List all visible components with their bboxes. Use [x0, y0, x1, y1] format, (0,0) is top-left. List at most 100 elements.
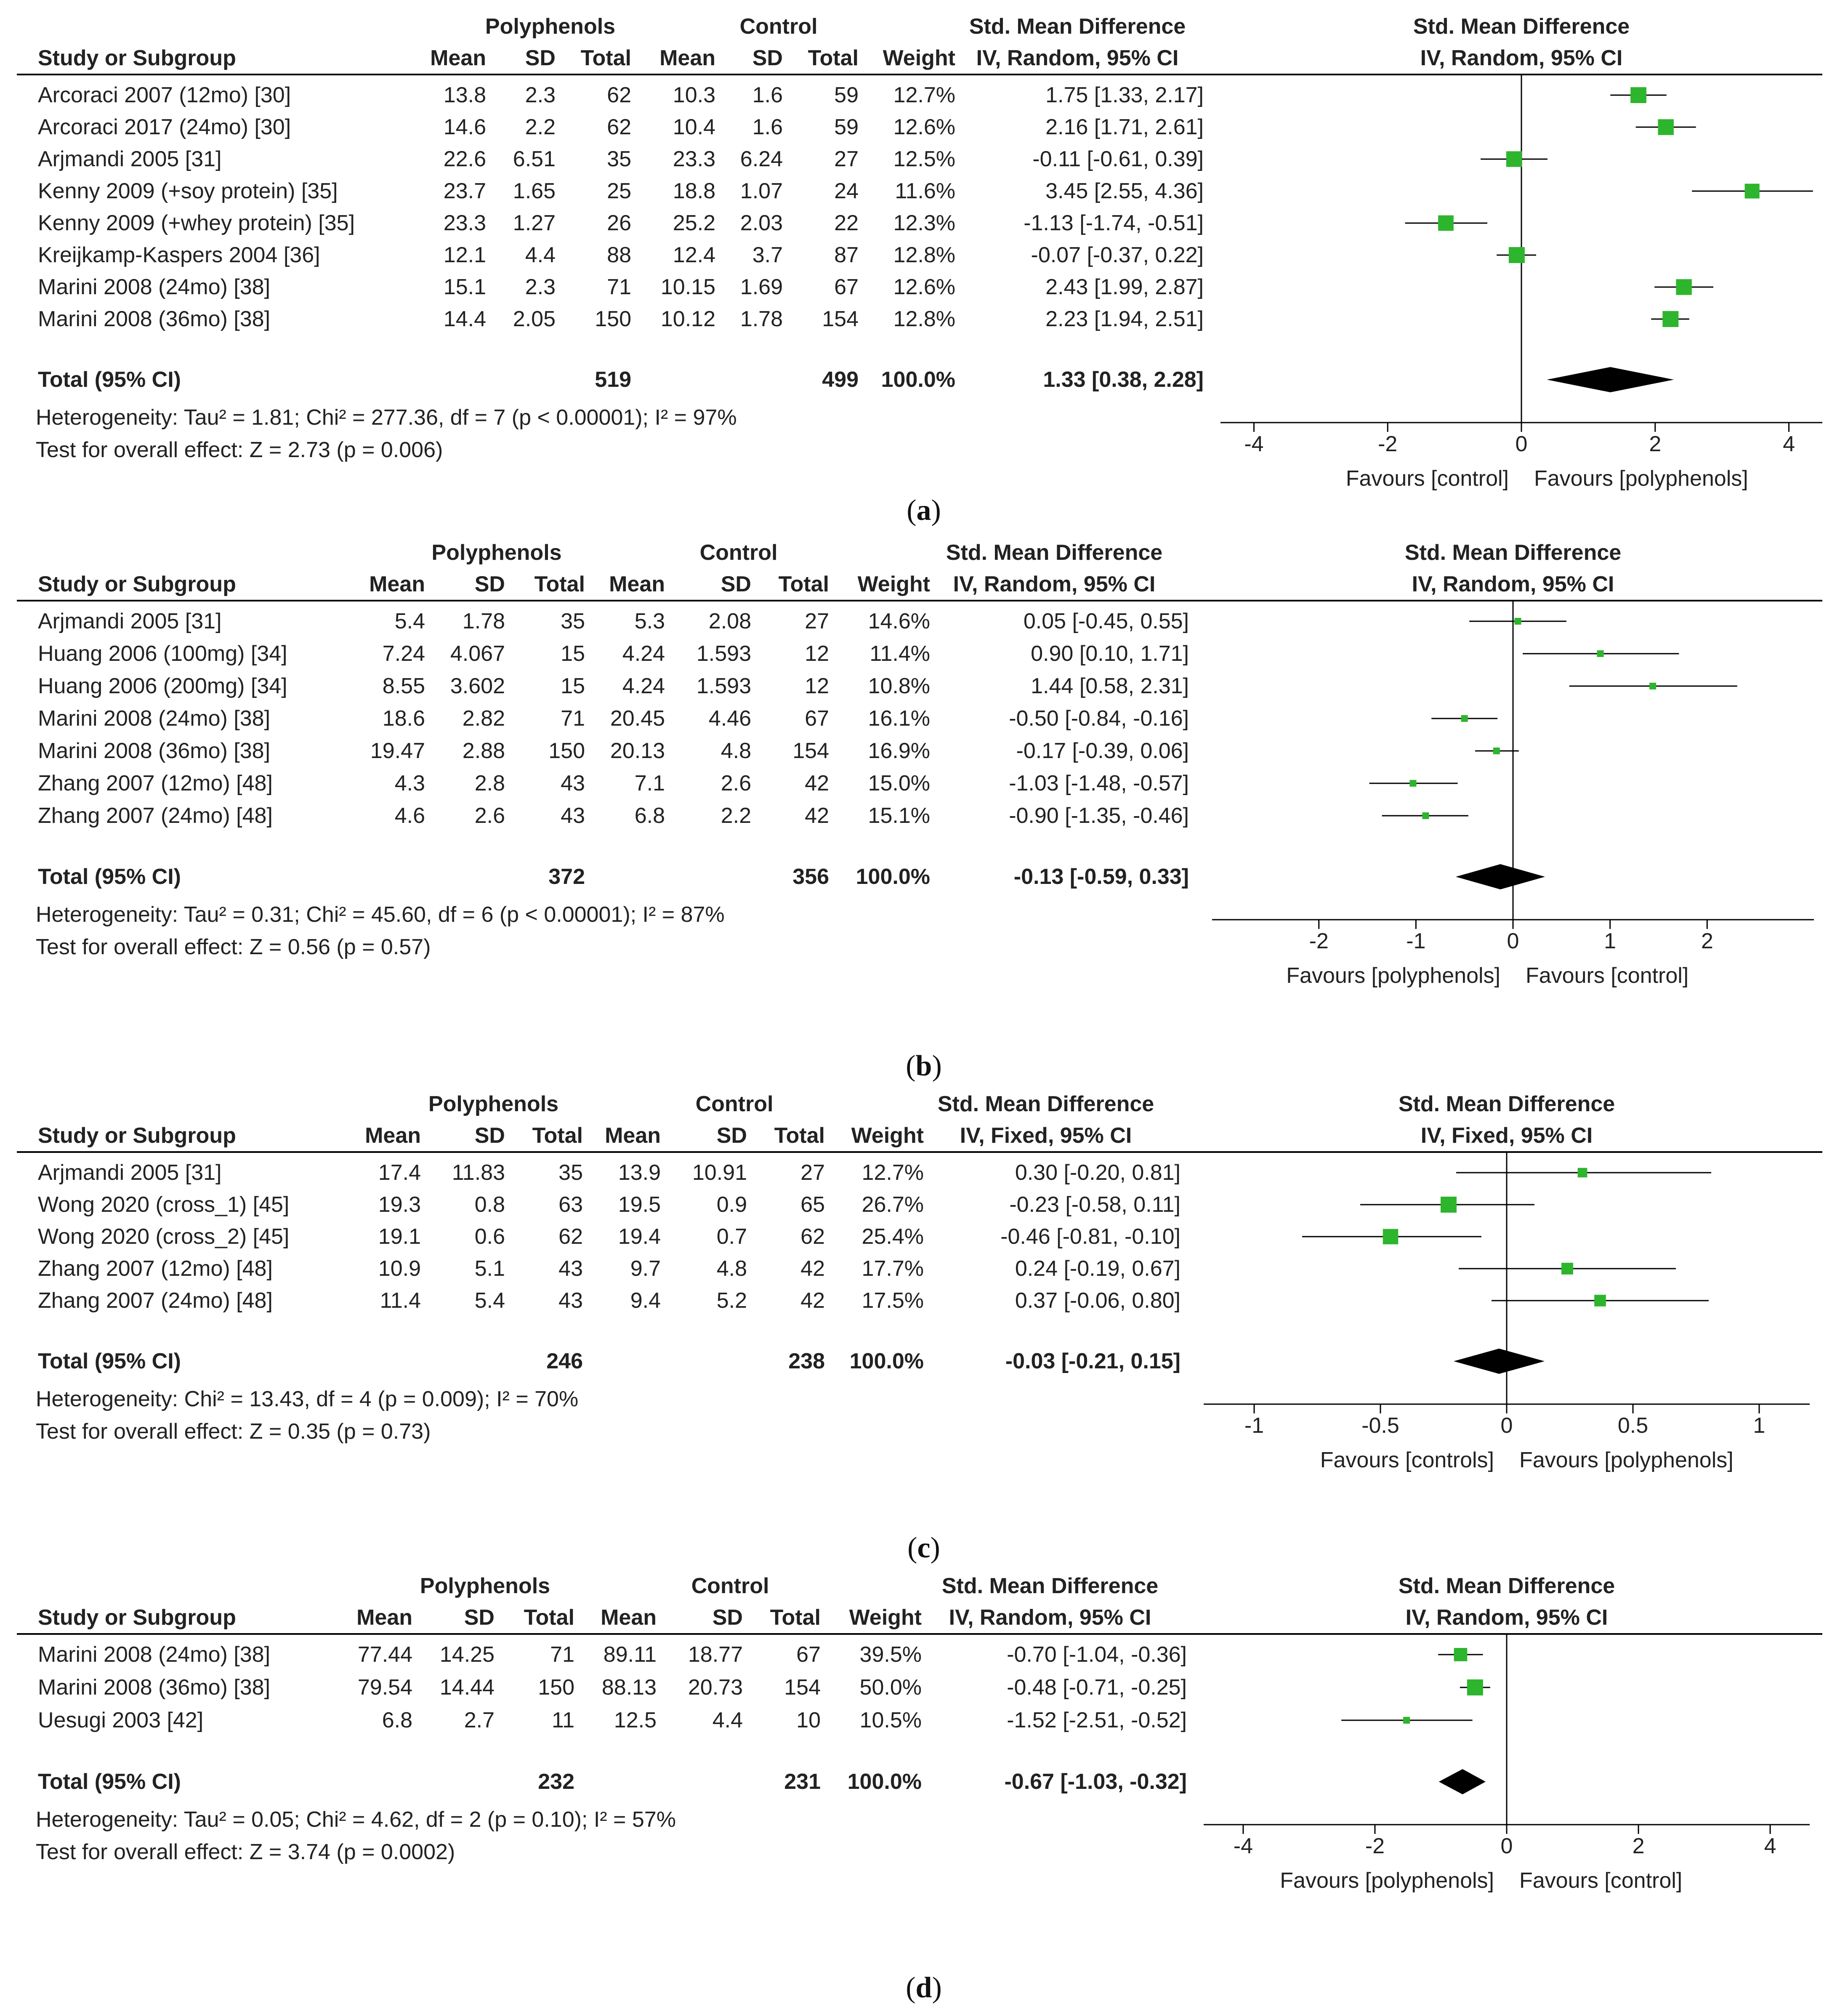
e-mean: 11.4: [380, 1288, 421, 1313]
group-label-control: Control: [696, 1092, 774, 1116]
c-sd: 4.8: [721, 739, 751, 763]
study-name: Kreijkamp-Kaspers 2004 [36]: [38, 243, 320, 267]
c-mean: 7.1: [635, 771, 665, 796]
study-weight: 14.6%: [868, 609, 930, 633]
column-header-e-sd: SD: [475, 1123, 505, 1148]
e-sd: 6.51: [513, 147, 556, 171]
c-mean: 88.13: [602, 1675, 657, 1700]
total-label: Total (95% CI): [38, 367, 181, 392]
study-weight: 25.4%: [862, 1224, 924, 1249]
study-ci-text: -0.07 [-0.37, 0.22]: [1031, 243, 1204, 267]
e-total: 43: [561, 771, 585, 796]
total-c-total: 356: [792, 865, 829, 889]
e-total: 150: [548, 739, 585, 763]
study-row: Zhang 2007 (12mo) [48] 4.3 2.8 43 7.1 2.6 42 15…: [38, 771, 1458, 796]
study-weight: 15.1%: [868, 804, 930, 828]
c-total: 42: [805, 771, 829, 796]
e-sd: 1.78: [463, 609, 505, 633]
study-name: Kenny 2009 (+soy protein) [35]: [38, 179, 338, 203]
c-total: 42: [800, 1288, 825, 1313]
e-total: 88: [607, 243, 631, 267]
total-weight: 100.0%: [848, 1770, 922, 1794]
column-header-c-mean: Mean: [605, 1123, 661, 1148]
total-row: Total (95% CI) 232 231 100.0% -0.67 [-1.03, …: [38, 1769, 1486, 1794]
c-sd: 1.07: [740, 179, 783, 203]
c-mean: 10.12: [661, 307, 715, 331]
study-ci-text: -0.48 [-0.71, -0.25]: [1007, 1675, 1187, 1700]
c-sd: 1.6: [752, 83, 783, 107]
e-mean: 6.8: [382, 1708, 412, 1732]
forest-panel-a: Polyphenols Control Std. Mean Difference St…: [17, 14, 1822, 527]
c-sd: 1.78: [740, 307, 783, 331]
c-sd: 2.2: [721, 804, 751, 828]
study-ci-text: 0.24 [-0.19, 0.67]: [1015, 1256, 1181, 1281]
x-tick-label: 0.5: [1618, 1413, 1648, 1438]
c-sd: 1.69: [740, 275, 783, 299]
column-header-weight: Weight: [858, 572, 930, 596]
c-mean: 10.15: [661, 275, 715, 299]
e-mean: 22.6: [444, 147, 486, 171]
study-row: Marini 2008 (24mo) [38] 77.44 14.25 71 89.11…: [38, 1642, 1483, 1667]
c-mean: 9.7: [630, 1256, 661, 1281]
study-name: Arjmandi 2005 [31]: [38, 609, 222, 633]
study-point-estimate: [1506, 151, 1522, 167]
study-row: Arjmandi 2005 [31] 22.6 6.51 35 23.3 6.24 27 12…: [38, 147, 1548, 171]
c-mean: 6.8: [635, 804, 665, 828]
study-weight: 16.1%: [868, 706, 930, 731]
e-mean: 79.54: [358, 1675, 412, 1700]
e-sd: 2.05: [513, 307, 556, 331]
study-ci-text: 2.23 [1.94, 2.51]: [1045, 307, 1204, 331]
study-ci-text: 0.37 [-0.06, 0.80]: [1015, 1288, 1181, 1313]
group-label-polyphenols: Polyphenols: [431, 540, 561, 565]
column-header-e-total: Total: [524, 1605, 574, 1630]
total-label: Total (95% CI): [38, 865, 181, 889]
c-total: 59: [834, 115, 859, 139]
c-mean: 12.5: [614, 1708, 657, 1732]
c-mean: 10.3: [673, 83, 715, 107]
plot-column-method: IV, Random, 95% CI: [1406, 1605, 1608, 1630]
favours-left-label: Favours [control]: [1346, 466, 1509, 491]
study-ci-text: 2.43 [1.99, 2.87]: [1045, 275, 1204, 299]
c-total: 24: [834, 179, 859, 203]
e-sd: 0.6: [475, 1224, 505, 1249]
study-weight: 17.5%: [862, 1288, 924, 1313]
study-point-estimate: [1594, 1295, 1606, 1307]
total-e-total: 372: [548, 865, 585, 889]
c-sd: 4.4: [713, 1708, 743, 1732]
study-point-estimate: [1441, 1197, 1457, 1213]
x-tick-label: 4: [1764, 1834, 1776, 1858]
study-point-estimate: [1514, 618, 1521, 625]
c-total: 10: [796, 1708, 821, 1732]
e-mean: 14.6: [444, 115, 486, 139]
study-row: Kenny 2009 (+soy protein) [35] 23.7 1.65 25…: [38, 179, 1813, 203]
c-total: 12: [805, 674, 829, 698]
c-mean: 20.45: [610, 706, 665, 731]
c-total: 67: [805, 706, 829, 731]
column-header-e-mean: Mean: [369, 572, 425, 596]
plot-column-title: Std. Mean Difference: [1413, 14, 1630, 39]
study-point-estimate: [1383, 1229, 1399, 1245]
c-total: 65: [800, 1192, 825, 1217]
study-name: Wong 2020 (cross_2) [45]: [38, 1224, 289, 1249]
total-ci-text: -0.67 [-1.03, -0.32]: [1004, 1770, 1187, 1794]
column-header-c-mean: Mean: [609, 572, 665, 596]
c-sd: 1.593: [697, 641, 751, 666]
study-row: Zhang 2007 (24mo) [48] 11.4 5.4 43 9.4 5.2 42 1…: [38, 1288, 1709, 1313]
column-header-e-mean: Mean: [356, 1605, 412, 1630]
study-name: Marini 2008 (24mo) [38]: [38, 275, 270, 299]
x-axis: -4 -2 0 2 4 Favours [polyphenols] Favours [con…: [1204, 1824, 1810, 1893]
e-sd: 4.4: [525, 243, 556, 267]
study-name: Marini 2008 (36mo) [38]: [38, 307, 270, 331]
c-sd: 4.46: [709, 706, 751, 731]
x-tick-label: -2: [1378, 432, 1397, 456]
study-point-estimate: [1658, 119, 1674, 135]
total-row: Total (95% CI) 246 238 100.0% -0.03 [-0.21, …: [38, 1349, 1545, 1374]
panel-caption: (c): [907, 1532, 940, 1564]
study-point-estimate: [1467, 1679, 1483, 1695]
study-weight: 12.6%: [893, 115, 955, 139]
study-name: Arjmandi 2005 [31]: [38, 147, 222, 171]
total-weight: 100.0%: [850, 1349, 924, 1373]
e-total: 43: [558, 1288, 583, 1313]
c-mean: 10.4: [673, 115, 715, 139]
e-sd: 2.2: [525, 115, 556, 139]
